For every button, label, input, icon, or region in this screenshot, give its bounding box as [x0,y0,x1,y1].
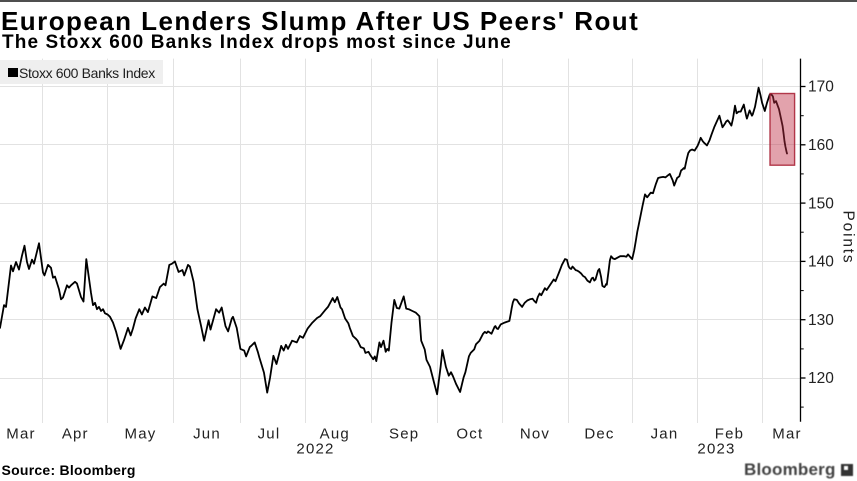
svg-text:Nov: Nov [520,426,550,443]
svg-text:120: 120 [808,370,834,387]
svg-text:150: 150 [808,195,834,212]
svg-text:2023: 2023 [697,441,735,458]
svg-text:130: 130 [808,312,834,329]
svg-text:Jun: Jun [193,426,221,443]
svg-text:2022: 2022 [296,441,334,458]
svg-text:Sep: Sep [389,426,419,443]
svg-text:May: May [125,426,157,443]
svg-text:140: 140 [808,254,834,271]
svg-text:Mar: Mar [772,426,801,443]
svg-text:Apr: Apr [62,426,89,443]
svg-text:Points: Points [840,211,857,265]
svg-text:Feb: Feb [715,426,744,443]
svg-text:Jan: Jan [651,426,679,443]
svg-text:Mar: Mar [6,426,35,443]
svg-text:160: 160 [808,137,834,154]
svg-text:170: 170 [808,79,834,96]
svg-text:Oct: Oct [456,426,483,443]
svg-text:Jul: Jul [258,426,281,443]
svg-text:Dec: Dec [584,426,614,443]
svg-text:Aug: Aug [320,426,350,443]
